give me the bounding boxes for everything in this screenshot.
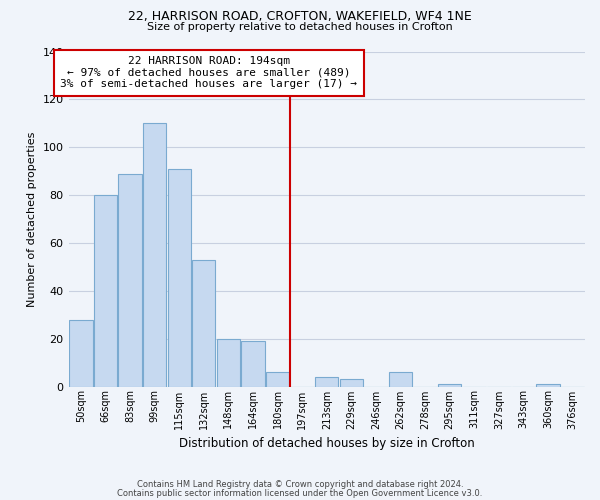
Bar (438, 384, 461, 386)
Text: Contains public sector information licensed under the Open Government Licence v3: Contains public sector information licen… (118, 488, 482, 498)
Text: 22 HARRISON ROAD: 194sqm
← 97% of detached houses are smaller (489)
3% of semi-d: 22 HARRISON ROAD: 194sqm ← 97% of detach… (60, 56, 357, 90)
Bar (217, 338, 240, 386)
Text: 22, HARRISON ROAD, CROFTON, WAKEFIELD, WF4 1NE: 22, HARRISON ROAD, CROFTON, WAKEFIELD, W… (128, 10, 472, 23)
Bar (241, 341, 265, 386)
Text: Contains HM Land Registry data © Crown copyright and database right 2024.: Contains HM Land Registry data © Crown c… (137, 480, 463, 489)
Bar (143, 124, 166, 386)
Bar (192, 260, 215, 386)
Y-axis label: Number of detached properties: Number of detached properties (27, 132, 37, 306)
Bar (315, 377, 338, 386)
Bar (167, 169, 191, 386)
Bar (94, 195, 117, 386)
Bar (536, 384, 560, 386)
Text: Size of property relative to detached houses in Crofton: Size of property relative to detached ho… (147, 22, 453, 32)
Bar (118, 174, 142, 386)
Bar (340, 380, 363, 386)
Bar (266, 372, 289, 386)
Bar (389, 372, 412, 386)
Bar (69, 320, 92, 386)
X-axis label: Distribution of detached houses by size in Crofton: Distribution of detached houses by size … (179, 437, 475, 450)
